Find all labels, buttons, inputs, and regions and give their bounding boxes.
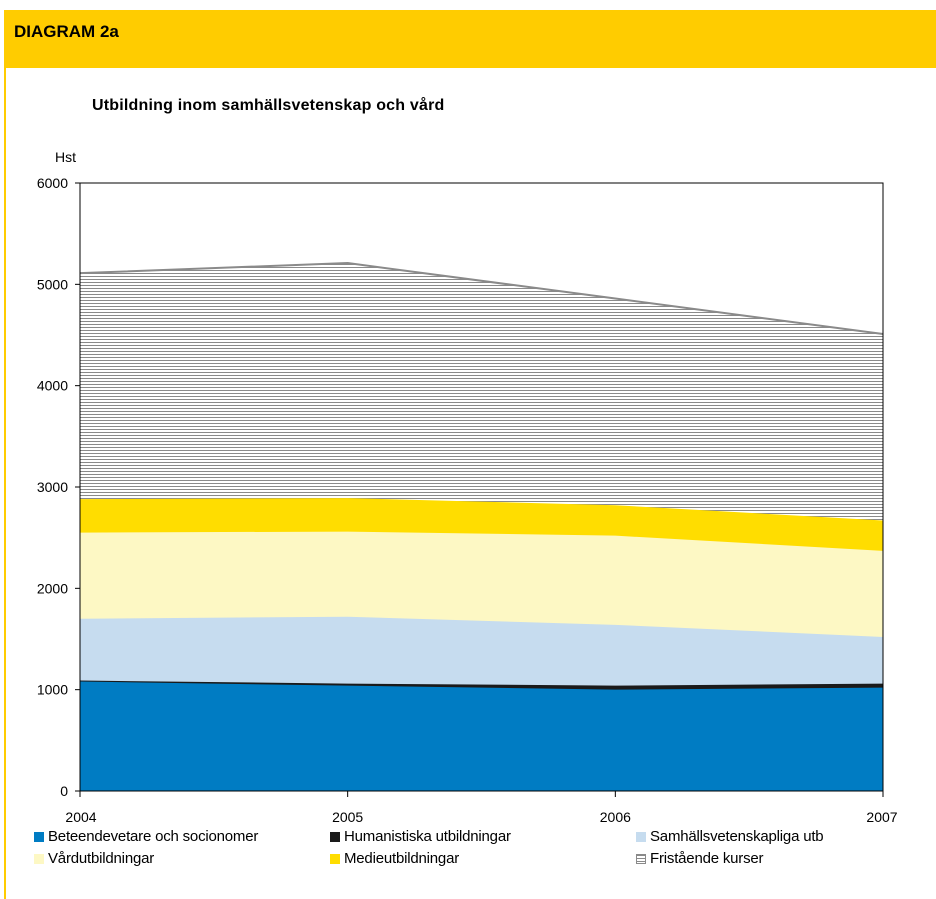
area-medieutbildningar xyxy=(80,498,883,551)
left-border xyxy=(4,10,6,899)
y-tick-label: 6000 xyxy=(37,175,68,191)
y-axis-unit-label: Hst xyxy=(55,149,76,165)
area-top-line xyxy=(79,262,884,335)
header-bar: DIAGRAM 2a xyxy=(4,10,936,68)
legend-swatch xyxy=(34,853,44,864)
y-tick-label: 5000 xyxy=(37,276,68,292)
legend-swatch xyxy=(330,831,340,842)
legend-swatch xyxy=(34,831,44,842)
legend-label: Humanistiska utbildningar xyxy=(344,828,511,845)
legend-label: Vårdutbildningar xyxy=(48,850,155,867)
legend-item-medieutbildningar: Medieutbildningar xyxy=(330,850,459,867)
x-tick-label: 2006 xyxy=(600,809,631,825)
legend-item-beteendevetare: Beteendevetare och socionomer xyxy=(34,828,258,845)
legend-label: Fristående kurser xyxy=(650,850,764,867)
y-tick-label: 3000 xyxy=(37,479,68,495)
legend-item-fristaende-kurser: Fristående kurser xyxy=(636,850,764,867)
y-tick-label: 4000 xyxy=(37,378,68,394)
chart-title: Utbildning inom samhällsvetenskap och vå… xyxy=(92,97,445,114)
legend-label: Beteendevetare och socionomer xyxy=(48,828,259,845)
diagram-label: DIAGRAM 2a xyxy=(14,22,119,41)
area-humanistiska-utbildningar xyxy=(80,680,883,690)
y-tick-label: 2000 xyxy=(37,580,68,596)
area-samh-llsvetenskapliga-utb xyxy=(80,616,883,686)
area-beteendevetare-och-socionomer xyxy=(80,681,883,791)
y-tick-label: 0 xyxy=(60,783,68,799)
hatch-swatch-icon xyxy=(636,853,646,864)
y-tick-label: 1000 xyxy=(37,682,68,698)
area-v-rdutbildningar xyxy=(80,531,883,637)
x-tick-label: 2004 xyxy=(65,809,96,825)
x-tick-label: 2007 xyxy=(866,809,897,825)
legend-item-samhallsvetenskapliga: Samhällsvetenskapliga utb xyxy=(636,828,824,845)
legend: Beteendevetare och socionomer Humanistis… xyxy=(34,822,924,898)
legend-label: Samhällsvetenskapliga utb xyxy=(650,828,824,845)
legend-swatch xyxy=(636,831,646,842)
legend-swatch xyxy=(330,853,340,864)
legend-label: Medieutbildningar xyxy=(344,850,460,867)
legend-item-vardutbildningar: Vårdutbildningar xyxy=(34,850,154,867)
area-frist-ende-kurser xyxy=(80,263,883,521)
legend-item-humanistiska: Humanistiska utbildningar xyxy=(330,828,511,845)
x-tick-label: 2005 xyxy=(332,809,363,825)
